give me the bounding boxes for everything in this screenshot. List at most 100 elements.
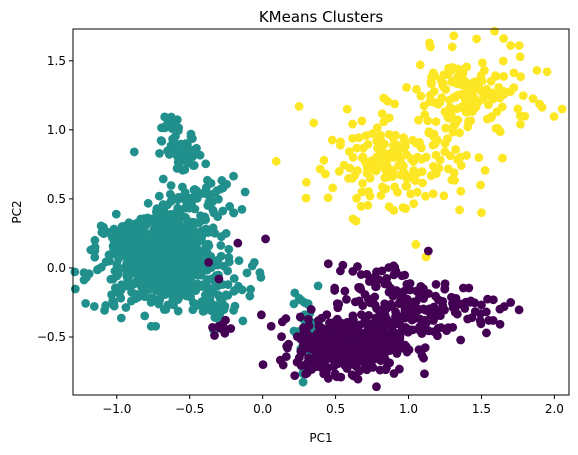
scatter-point-cluster-0 — [196, 280, 206, 290]
scatter-point-cluster-1 — [414, 115, 423, 125]
scatter-point-cluster-1 — [479, 91, 489, 101]
scatter-point-cluster-1 — [361, 131, 371, 141]
scatter-point-cluster-0 — [255, 268, 265, 277]
scatter-point-cluster-1 — [348, 119, 357, 129]
scatter-point-cluster-1 — [435, 155, 445, 165]
scatter-point-cluster-0 — [229, 208, 238, 218]
scatter-point-cluster-0 — [210, 307, 220, 317]
scatter-point-cluster-2 — [382, 314, 392, 324]
scatter-point-cluster-0 — [229, 274, 239, 283]
scatter-point-cluster-2 — [420, 315, 430, 325]
scatter-point-cluster-0 — [131, 254, 141, 263]
scatter-point-cluster-1 — [390, 99, 400, 109]
scatter-point-cluster-2 — [329, 362, 339, 371]
scatter-point-cluster-2 — [396, 342, 406, 352]
scatter-point-cluster-2 — [365, 350, 374, 360]
scatter-point-cluster-0 — [143, 198, 153, 208]
y-tick-label: 0.5 — [47, 192, 66, 206]
scatter-point-cluster-1 — [462, 151, 471, 160]
scatter-point-cluster-1 — [498, 153, 507, 163]
plot-frame — [72, 28, 570, 396]
scatter-point-cluster-1 — [348, 153, 358, 162]
scatter-point-cluster-0 — [203, 175, 212, 185]
scatter-point-cluster-2 — [396, 292, 406, 301]
scatter-point-cluster-0 — [229, 171, 238, 181]
scatter-point-cluster-1 — [401, 204, 411, 213]
scatter-point-cluster-1 — [384, 129, 394, 139]
scatter-point-cluster-0 — [223, 266, 233, 276]
scatter-point-cluster-2 — [415, 305, 424, 314]
scatter-point-cluster-2 — [417, 350, 427, 360]
scatter-point-cluster-2 — [348, 315, 358, 325]
scatter-point-cluster-0 — [224, 244, 234, 254]
scatter-point-cluster-2 — [332, 372, 342, 382]
scatter-point-cluster-1 — [455, 74, 465, 84]
scatter-point-cluster-0 — [176, 249, 186, 259]
scatter-point-cluster-1 — [455, 205, 464, 215]
y-axis-ticks: −0.5 0.0 0.5 1.0 1.5 — [37, 54, 73, 344]
scatter-point-cluster-2 — [409, 313, 419, 323]
scatter-point-cluster-2 — [464, 283, 474, 293]
scatter-point-cluster-1 — [375, 133, 385, 143]
scatter-point-cluster-2 — [488, 295, 498, 305]
scatter-point-cluster-1 — [431, 165, 441, 175]
scatter-point-cluster-0 — [170, 270, 180, 280]
scatter-point-cluster-0 — [168, 257, 178, 267]
scatter-point-cluster-2 — [333, 326, 343, 336]
x-tick-label: −1.0 — [102, 402, 131, 416]
scatter-point-cluster-0 — [107, 290, 116, 299]
scatter-point-cluster-1 — [506, 41, 516, 50]
scatter-point-cluster-0 — [183, 147, 193, 156]
scatter-point-cluster-0 — [294, 293, 304, 303]
scatter-point-cluster-1 — [416, 91, 426, 101]
scatter-point-cluster-0 — [229, 305, 239, 315]
scatter-point-cluster-1 — [302, 177, 311, 187]
scatter-point-cluster-1 — [520, 111, 530, 121]
scatter-point-cluster-0 — [79, 275, 89, 285]
x-tick-label: 1.0 — [399, 402, 418, 416]
scatter-point-cluster-1 — [477, 208, 486, 218]
scatter-point-cluster-0 — [188, 285, 198, 295]
scatter-point-cluster-1 — [327, 135, 337, 145]
scatter-point-cluster-1 — [388, 141, 398, 151]
scatter-point-cluster-0 — [126, 245, 135, 255]
scatter-point-cluster-2 — [396, 314, 406, 324]
scatter-point-cluster-2 — [389, 369, 399, 378]
scatter-point-cluster-0 — [190, 185, 200, 194]
scatter-point-cluster-0 — [134, 276, 144, 286]
scatter-point-cluster-0 — [173, 126, 183, 136]
scatter-point-cluster-0 — [90, 242, 100, 252]
scatter-point-cluster-2 — [360, 290, 370, 299]
scatter-point-cluster-2 — [481, 307, 491, 317]
scatter-point-cluster-2 — [292, 332, 302, 341]
scatter-point-cluster-2 — [316, 323, 326, 333]
scatter-point-cluster-1 — [380, 160, 390, 170]
scatter-point-cluster-0 — [130, 289, 140, 299]
scatter-point-cluster-0 — [178, 165, 188, 175]
scatter-point-cluster-1 — [371, 166, 381, 176]
scatter-point-cluster-2 — [415, 287, 425, 297]
scatter-point-cluster-1 — [342, 104, 352, 114]
scatter-point-cluster-2 — [258, 360, 268, 370]
scatter-point-cluster-1 — [398, 168, 407, 178]
scatter-point-cluster-1 — [462, 97, 471, 106]
scatter-point-cluster-1 — [480, 166, 490, 175]
scatter-point-cluster-1 — [518, 91, 528, 101]
scatter-point-cluster-1 — [516, 119, 525, 129]
scatter-point-cluster-2 — [298, 344, 308, 354]
scatter-point-cluster-2 — [290, 371, 300, 381]
scatter-point-cluster-2 — [266, 321, 276, 331]
scatter-point-cluster-1 — [421, 191, 430, 201]
scatter-point-cluster-0 — [189, 161, 198, 171]
scatter-point-cluster-0 — [169, 135, 179, 145]
scatter-point-cluster-0 — [186, 276, 196, 286]
scatter-point-cluster-1 — [447, 175, 457, 185]
scatter-point-cluster-0 — [184, 203, 194, 213]
scatter-point-cluster-1 — [438, 78, 448, 88]
scatter-point-cluster-2 — [306, 305, 316, 314]
scatter-point-cluster-2 — [281, 314, 291, 323]
x-tick-label: 0.0 — [253, 402, 272, 416]
scatter-point-cluster-1 — [358, 143, 368, 153]
scatter-point-cluster-0 — [112, 261, 122, 271]
scatter-point-cluster-0 — [156, 136, 166, 145]
